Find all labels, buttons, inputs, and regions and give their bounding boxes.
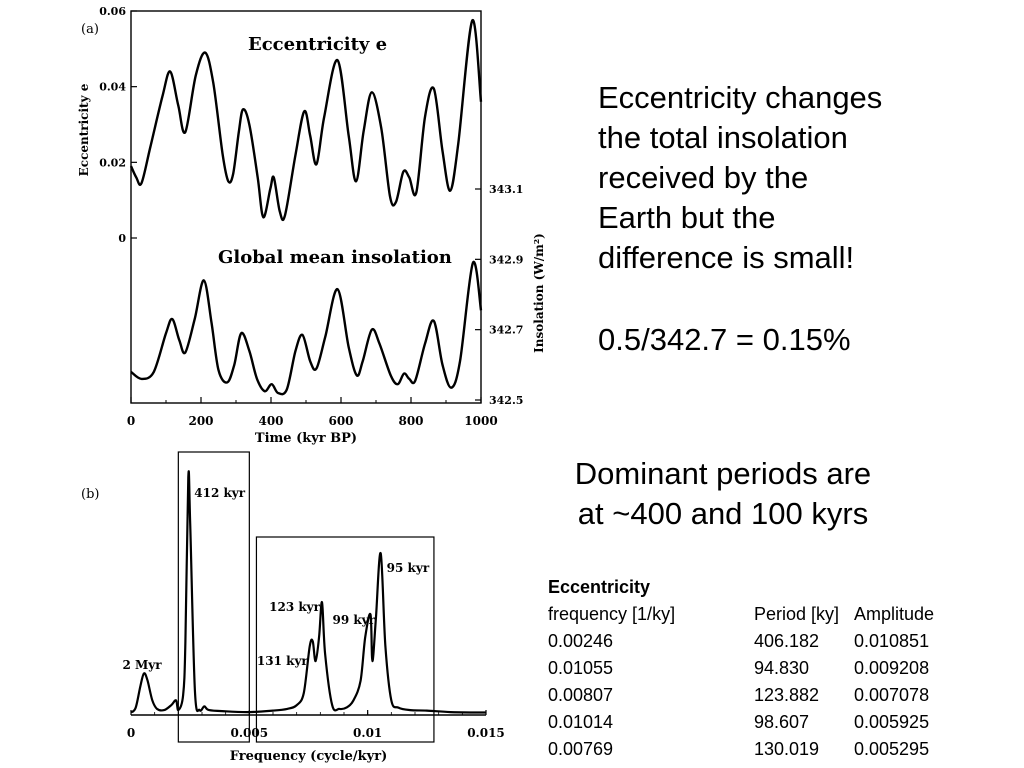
- x-axis-label-a: Time (kyr BP): [255, 431, 357, 446]
- peak-label: 131 kyr: [257, 654, 309, 668]
- highlight-box: [255, 536, 435, 743]
- x-tick-label: 400: [258, 414, 283, 428]
- y-tick-label-left: 0.02: [99, 156, 126, 169]
- y-tick-label-right: 343.1: [489, 183, 523, 196]
- callout-insolation-line: difference is small!: [598, 240, 855, 275]
- y-axis-label-right: Insolation (W/m²): [532, 233, 546, 353]
- panel-label-b: (b): [81, 487, 99, 502]
- table-cell: 94.830: [754, 658, 810, 678]
- peak-label: 123 kyr: [269, 600, 321, 614]
- table-cell: 0.007078: [854, 685, 930, 705]
- table-cell: 130.019: [754, 739, 820, 759]
- table-header-cell: Amplitude: [854, 604, 935, 624]
- table-cell: 0.005295: [854, 739, 930, 759]
- annotation-insolation: Global mean insolation: [218, 247, 452, 268]
- y-tick-label-left: 0.04: [99, 81, 126, 94]
- table-cell: 0.005925: [854, 712, 930, 732]
- callout-insolation-line: received by the: [598, 160, 809, 195]
- x-tick-label: 800: [398, 414, 423, 428]
- callout-periods-line: at ~400 and 100 kyrs: [577, 496, 869, 531]
- series-line-insolation: [130, 260, 483, 396]
- table-row: 0.01014 98.607 0.005925: [548, 709, 964, 736]
- panel-a-eccentricity-insolation: 0 0.02 0.04 0.06 342.5 342.7 342.9 343.1 0 200 400…: [77, 5, 546, 446]
- x-tick-label: 0: [127, 414, 135, 428]
- table-row: 0.00246 406.182 0.010851: [548, 628, 964, 655]
- peak-label: 99 kyr: [332, 613, 375, 627]
- table-cell: 123.882: [754, 685, 820, 705]
- table-row: 0.00769 130.019 0.005295: [548, 736, 964, 763]
- peak-label: 95 kyr: [387, 561, 430, 575]
- peak-label: 2 Myr: [122, 658, 162, 672]
- y-tick-label-right: 342.7: [489, 324, 523, 337]
- eccentricity-table: Eccentricity frequency [1/ky] Period [ky…: [548, 574, 964, 763]
- x-tick-label: 0.015: [467, 726, 505, 740]
- y-tick-label-right: 342.5: [489, 394, 523, 407]
- table-header-cell: frequency [1/ky]: [548, 604, 676, 624]
- table-cell: 0.00807: [548, 685, 614, 705]
- peak-label: 412 kyr: [194, 486, 246, 500]
- x-tick-label: 0: [127, 726, 135, 740]
- table-cell: 406.182: [754, 631, 820, 651]
- series-line-spectrum: [130, 470, 487, 714]
- y-axis-label-left: Eccentricity e: [77, 83, 91, 176]
- y-tick-label-right: 342.9: [489, 253, 523, 266]
- x-tick-label: 200: [188, 414, 213, 428]
- table-cell: 0.009208: [854, 658, 930, 678]
- annotation-eccentricity: Eccentricity e: [248, 34, 387, 55]
- table-cell: 0.00246: [548, 631, 614, 651]
- callout-periods-line: Dominant periods are: [574, 456, 872, 491]
- table-cell: 0.010851: [854, 631, 930, 651]
- table-header-cell: Period [ky]: [754, 604, 840, 624]
- table-cell: 0.01014: [548, 712, 614, 732]
- callout-dominant-periods: Dominant periods are at ~400 and 100 kyr…: [548, 454, 898, 534]
- table-cell: 98.607: [754, 712, 810, 732]
- y-tick-label-left: 0.06: [99, 5, 126, 18]
- callout-insolation-line: Eccentricity changes: [598, 80, 883, 115]
- panel-label-a: (a): [81, 22, 99, 37]
- callout-insolation: Eccentricity changes the total insolatio…: [598, 78, 928, 278]
- table-cell: 0.01055: [548, 658, 614, 678]
- x-axis-label-b: Frequency (cycle/kyr): [230, 749, 387, 764]
- highlight-box: [177, 451, 250, 743]
- ratio-text: 0.5/342.7 = 0.15%: [598, 322, 851, 357]
- x-tick-label: 600: [328, 414, 353, 428]
- table-cell: 0.00769: [548, 739, 614, 759]
- y-tick-label-left: 0: [118, 232, 126, 245]
- table-row: 0.00807 123.882 0.007078: [548, 682, 964, 709]
- series-line-eccentricity: [129, 19, 483, 222]
- x-tick-label: 1000: [464, 414, 497, 428]
- panel-b-frequency-spectrum: 0 0.005 0.01 0.015(b)Frequency (cycle/kyr)4…: [81, 451, 505, 764]
- table-row: 0.01055 94.830 0.009208: [548, 655, 964, 682]
- table-header-row: frequency [1/ky] Period [ky] Amplitude: [548, 601, 964, 628]
- table-title: Eccentricity: [548, 577, 651, 597]
- x-tick-label: 0.01: [353, 726, 382, 740]
- callout-insolation-line: Earth but the: [598, 200, 776, 235]
- callout-insolation-line: the total insolation: [598, 120, 848, 155]
